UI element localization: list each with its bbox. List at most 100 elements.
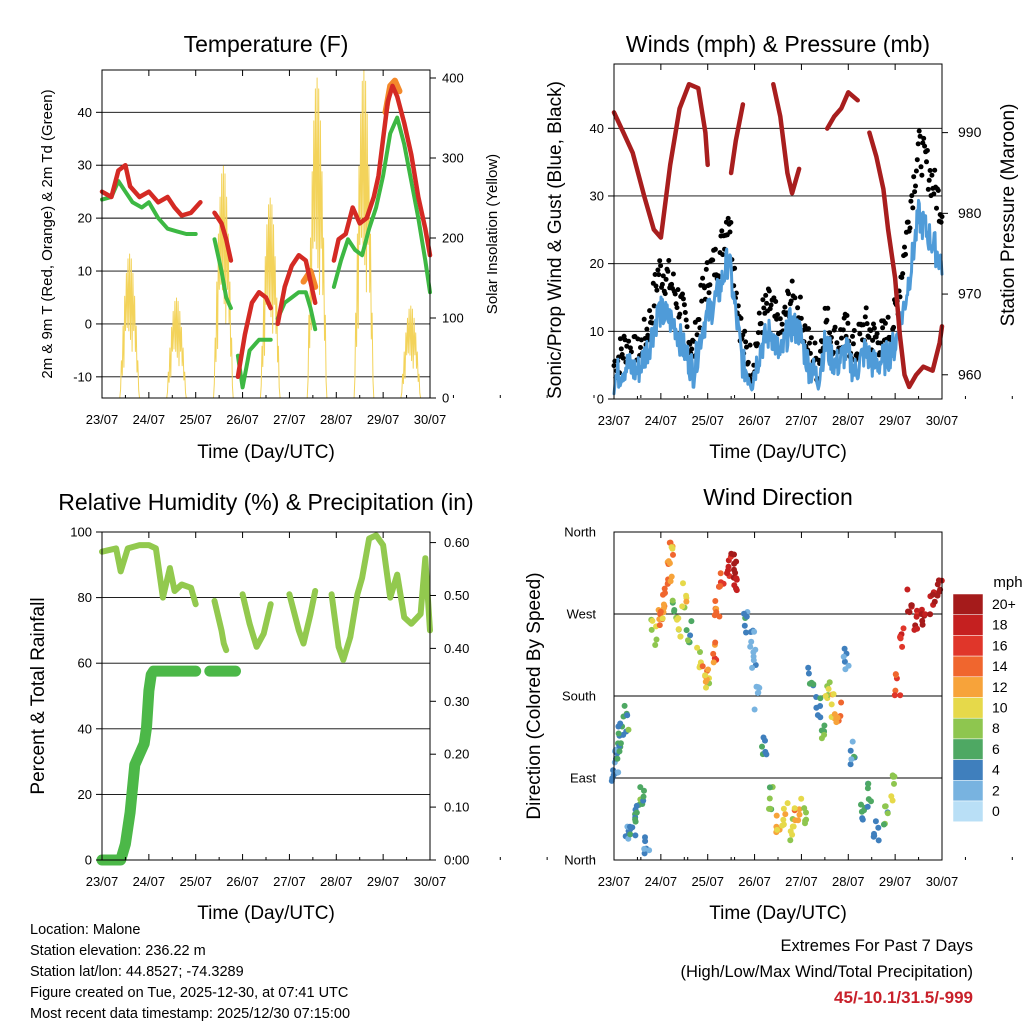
y2-tick-label: 300 [442, 151, 464, 166]
gust-point [651, 303, 657, 309]
direction-point [822, 693, 829, 699]
gust-point [747, 342, 753, 348]
direction-point [808, 679, 815, 686]
gust-point [689, 346, 695, 352]
x-tick-label: 28/07 [320, 412, 353, 427]
x-tick-label: 23/07 [598, 413, 631, 428]
direction-point [842, 666, 849, 673]
direction-point [899, 643, 906, 650]
direction-point [890, 773, 897, 780]
direction-point [840, 653, 847, 660]
x-tick-label: 27/07 [785, 413, 818, 428]
gust-point [725, 215, 731, 221]
direction-point [646, 847, 653, 854]
direction-point [660, 601, 667, 608]
direction-point [834, 714, 841, 721]
pressure-ylabel: Station Pressure (Maroon) [998, 104, 1019, 327]
colorbar-label: 6 [992, 741, 1000, 757]
gust-point [680, 291, 685, 297]
direction-ylabel: Direction (Colored By Speed) [524, 572, 545, 819]
gust-point [934, 205, 939, 211]
colorbar-swatch [952, 593, 984, 615]
gust-point [782, 304, 788, 310]
direction-point [891, 780, 897, 787]
y2-tick-label: 990 [958, 124, 982, 140]
direction-point [685, 637, 691, 644]
y-tick-label: 20 [590, 256, 604, 271]
direction-tick-label: West [567, 607, 597, 622]
direction-point [680, 580, 686, 587]
gust-point [903, 251, 908, 257]
gust-point [868, 328, 874, 334]
gust-point [761, 305, 767, 311]
colorbar-label: 12 [992, 679, 1008, 695]
y2-tick-label: 0.10 [444, 800, 469, 815]
latlon-text: Station lat/lon: 44.8527; -74.3289 [30, 964, 244, 980]
gust-point [850, 333, 855, 339]
gust-point [732, 265, 738, 271]
direction-point [865, 780, 872, 787]
gust-point [932, 167, 938, 173]
direction-point [627, 831, 634, 838]
direction-point [699, 663, 706, 670]
gust-point [672, 291, 678, 297]
gust-point [694, 332, 700, 338]
direction-point [931, 598, 938, 605]
direction-point [624, 712, 631, 719]
gust-point [839, 335, 844, 341]
extremes-subtitle: (High/Low/Max Wind/Total Precipitation) [680, 963, 973, 981]
direction-point [637, 784, 644, 791]
direction-point [683, 627, 690, 634]
gust-point [657, 258, 663, 264]
direction-point [791, 805, 798, 812]
direction-point [657, 608, 664, 615]
direction-point [667, 578, 674, 585]
gust-point [870, 337, 876, 343]
colorbar-swatch [952, 738, 984, 760]
direction-point [830, 691, 837, 698]
direction-point [731, 551, 737, 558]
direction-point [733, 587, 740, 594]
x-tick-label: 28/07 [832, 874, 865, 889]
gust-point [764, 300, 770, 306]
gust-point [900, 271, 906, 277]
direction-point [641, 845, 648, 852]
gust-point [902, 244, 907, 250]
gust-point [683, 317, 689, 323]
x-tick-label: 24/07 [645, 413, 678, 428]
gust-point [910, 205, 916, 211]
y2-tick-label: 980 [958, 205, 982, 221]
extremes-values: 45/-10.1/31.5/-999 [834, 988, 973, 1007]
gust-point [792, 295, 798, 301]
direction-point [616, 748, 623, 755]
direction-point [838, 699, 845, 706]
direction-point [668, 573, 675, 580]
gust-point [773, 299, 779, 304]
solar-ylabel: Solar Insolation (Yellow) [484, 154, 501, 314]
gust-point [649, 314, 654, 320]
y-tick-label: 40 [78, 105, 92, 120]
gust-point [702, 285, 707, 291]
gust-point [915, 141, 921, 147]
y2-tick-label: 0.60 [444, 535, 469, 550]
y-tick-label: 10 [590, 324, 604, 339]
direction-point [884, 810, 891, 817]
direction-point [674, 616, 680, 623]
dewpoint-line [212, 237, 233, 311]
direction-point [821, 731, 828, 738]
gust-point [728, 220, 734, 225]
gust-point [808, 335, 814, 341]
gust-point [914, 157, 920, 163]
direction-point [882, 803, 889, 810]
gust-point [666, 258, 672, 263]
x-tick-label: 29/07 [879, 874, 912, 889]
winds-xlabel: Time (Day/UTC) [709, 442, 847, 463]
gust-point [882, 320, 888, 326]
pressure-line [824, 90, 860, 131]
direction-point [751, 706, 758, 713]
gust-point [880, 325, 886, 331]
gust-point [677, 311, 683, 317]
gust-point [891, 324, 897, 330]
dewpoint-line [331, 115, 432, 295]
